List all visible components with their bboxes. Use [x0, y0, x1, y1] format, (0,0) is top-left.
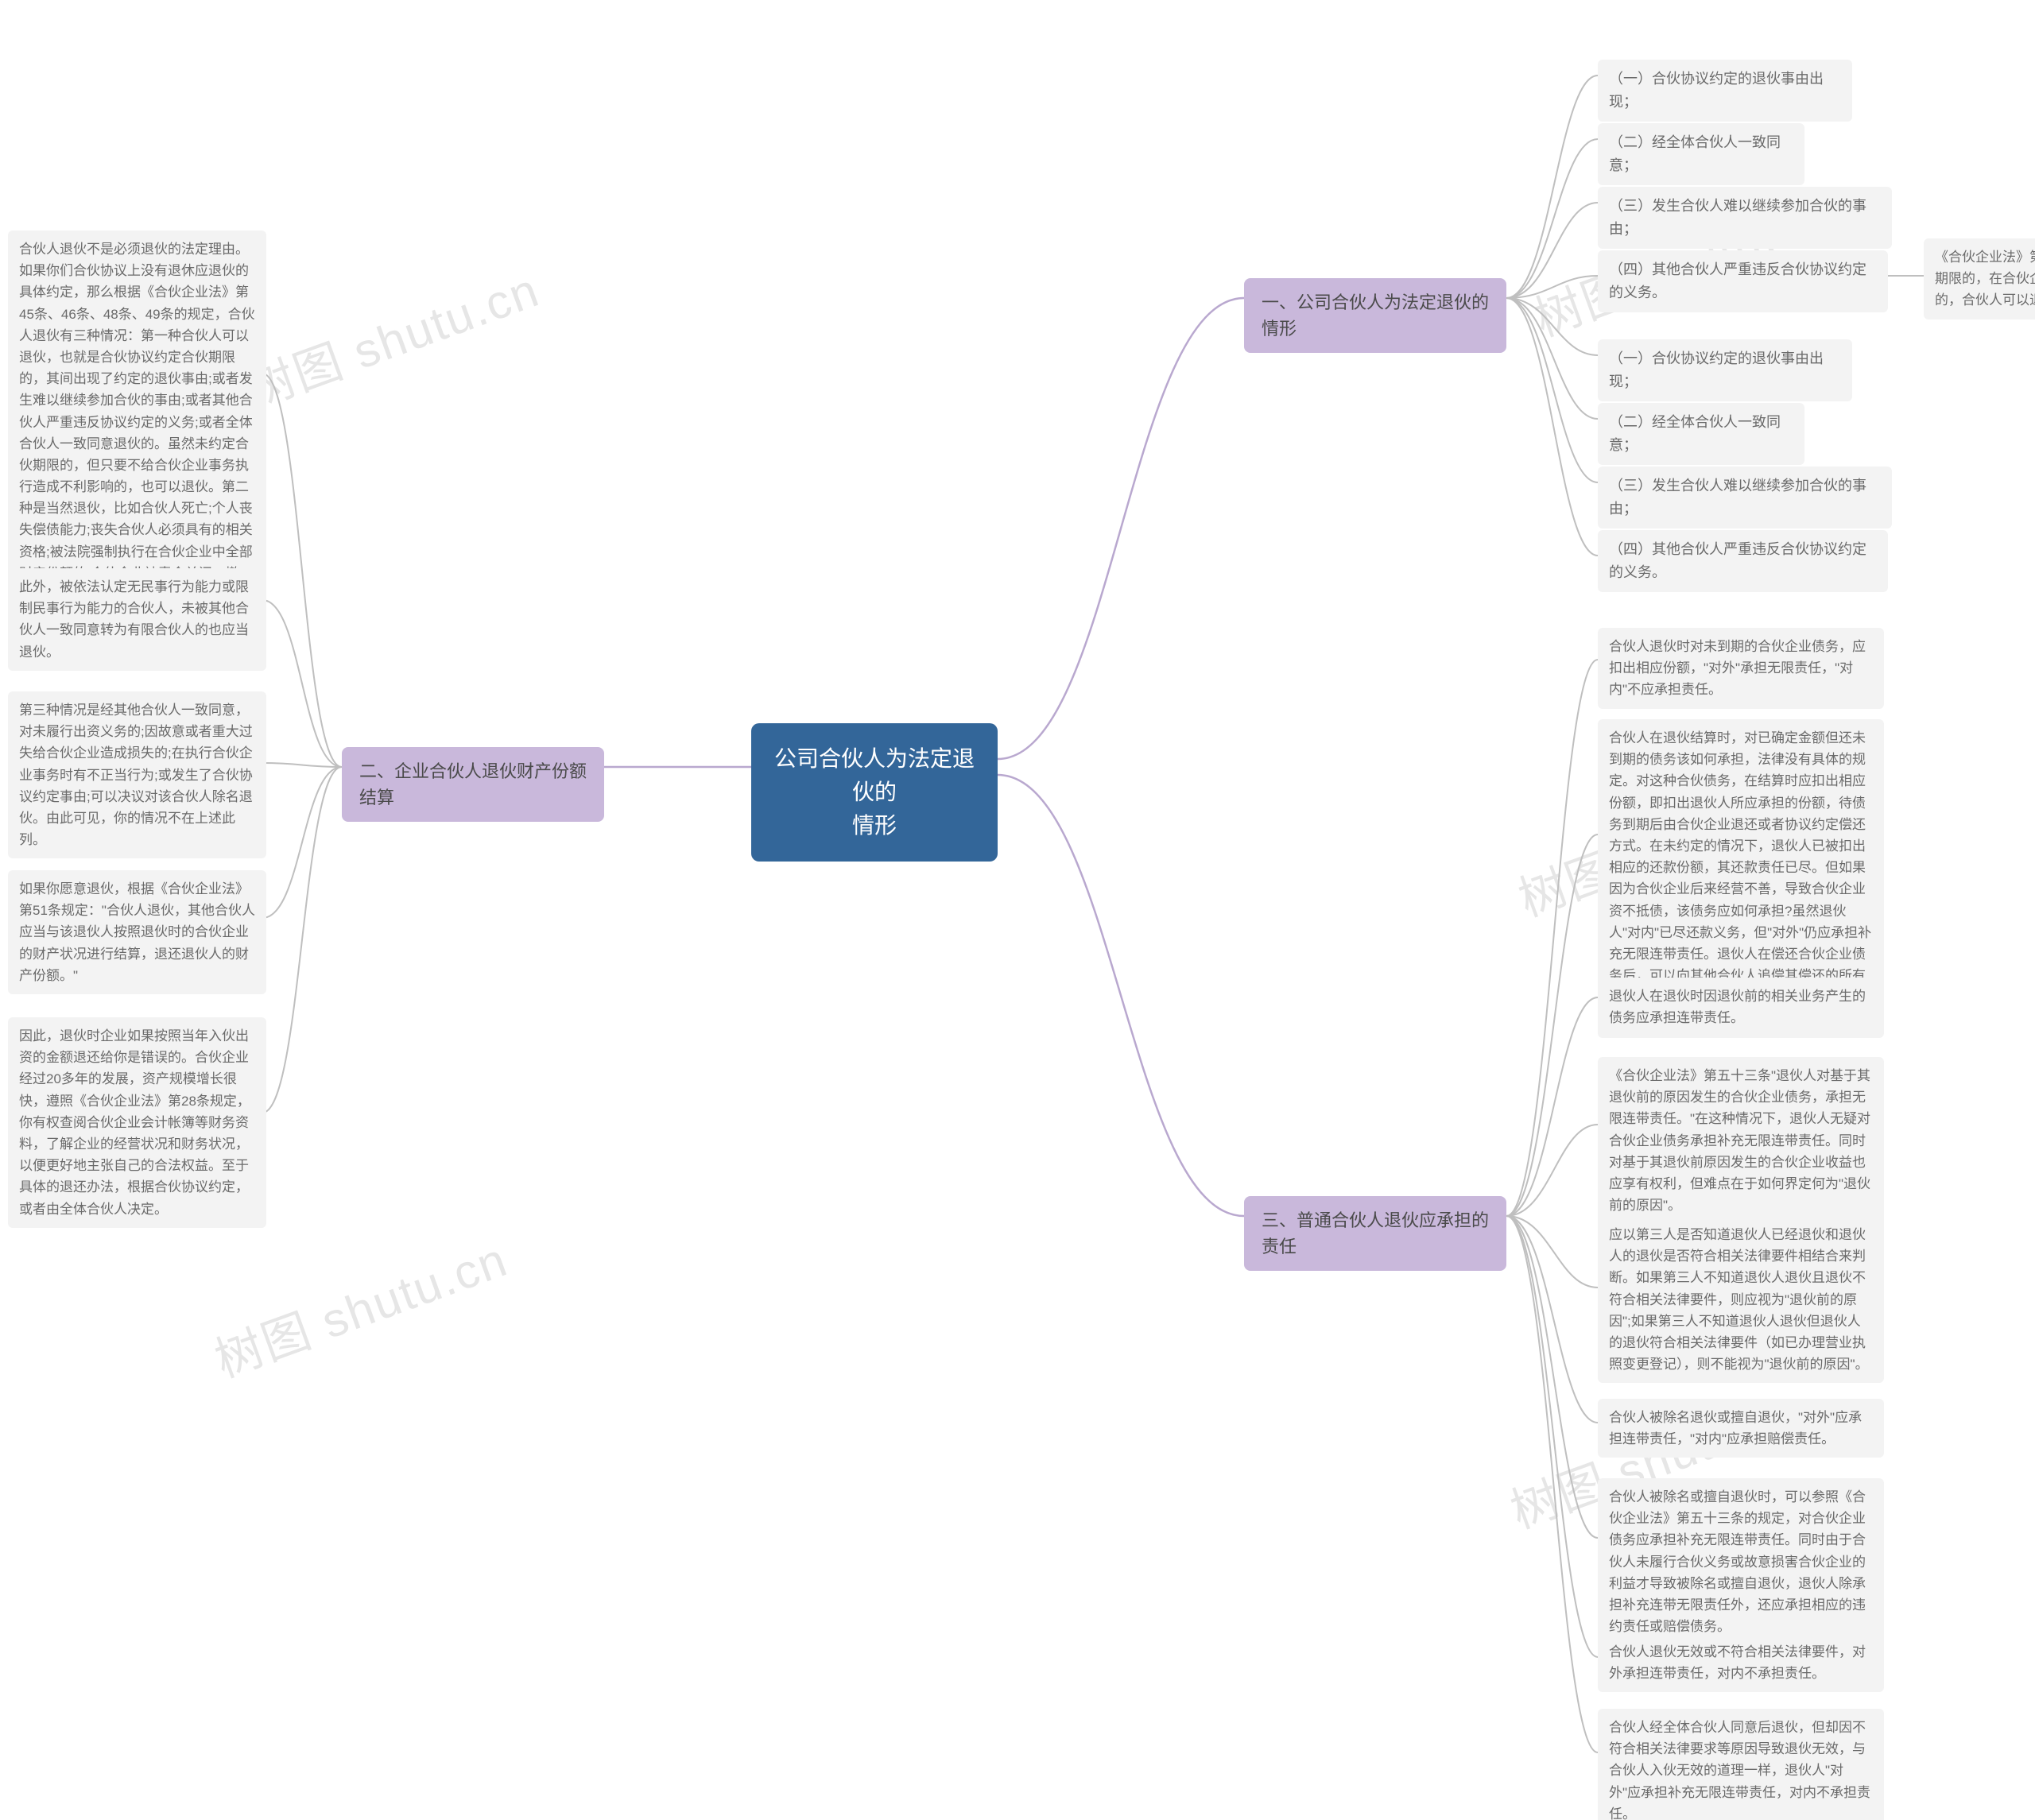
b3-leaf-1: 合伙人退伙时对未到期的合伙企业债务，应扣出相应份额，"对外"承担无限责任，"对内…: [1598, 628, 1884, 709]
branch-3: 三、普通合伙人退伙应承担的责任: [1244, 1196, 1506, 1271]
b1-leaf-1: （一）合伙协议约定的退伙事由出现；: [1598, 60, 1852, 122]
b1-leaf-5: （一）合伙协议约定的退伙事由出现；: [1598, 339, 1852, 401]
b2-leaf-5: 因此，退伙时企业如果按照当年入伙出资的金额退还给你是错误的。合伙企业经过20多年…: [8, 1017, 266, 1228]
b1-leaf-8: （四）其他合伙人严重违反合伙协议约定的义务。: [1598, 530, 1888, 592]
b2-leaf-3: 第三种情况是经其他合伙人一致同意，对未履行出资义务的;因故意或者重大过失给合伙企…: [8, 691, 266, 858]
watermark: 树图 shutu.cn: [236, 252, 548, 422]
branch-1: 一、公司合伙人为法定退伙的情形: [1244, 278, 1506, 353]
b3-leaf-4: 《合伙企业法》第五十三条"退伙人对基于其退伙前的原因发生的合伙企业债务，承担无限…: [1598, 1057, 1884, 1224]
b3-leaf-8: 合伙人退伙无效或不符合相关法律要件，对外承担连带责任，对内不承担责任。: [1598, 1633, 1884, 1692]
b1-leaf-6: （二）经全体合伙人一致同意；: [1598, 403, 1804, 465]
mindmap-canvas: 树图 shutu.cn 树图 shutu.cn 树图 shutu.cn 树图 s…: [0, 0, 2035, 1820]
branch-2: 二、企业合伙人退伙财产份额结算: [342, 747, 604, 822]
b3-leaf-9: 合伙人经全体合伙人同意后退伙，但却因不符合相关法律要求等原因导致退伙无效，与合伙…: [1598, 1709, 1884, 1820]
b2-leaf-4: 如果你愿意退伙，根据《合伙企业法》第51条规定："合伙人退伙，其他合伙人应当与该…: [8, 870, 266, 994]
root-node: 公司合伙人为法定退伙的 情形: [751, 723, 998, 862]
b3-leaf-6: 合伙人被除名退伙或擅自退伙，"对外"应承担连带责任，"对内"应承担赔偿责任。: [1598, 1399, 1884, 1458]
root-line2: 情形: [773, 809, 975, 842]
b1-leaf-4: （四）其他合伙人严重违反合伙协议约定的义务。: [1598, 250, 1888, 312]
b1-leaf-7: （三）发生合伙人难以继续参加合伙的事由；: [1598, 467, 1892, 529]
watermark: 树图 shutu.cn: [204, 1222, 516, 1392]
b3-leaf-7: 合伙人被除名或擅自退伙时，可以参照《合伙企业法》第五十三条的规定，对合伙企业债务…: [1598, 1478, 1884, 1645]
b1-leaf-3: （三）发生合伙人难以继续参加合伙的事由；: [1598, 187, 1892, 249]
b1-leaf-4-side: 《合伙企业法》第四十五条，合伙协议约定合伙期限的，在合伙企业存续期间，有下列情形…: [1924, 238, 2035, 319]
b3-leaf-5: 应以第三人是否知道退伙人已经退伙和退伙人的退伙是否符合相关法律要件相结合来判断。…: [1598, 1216, 1884, 1383]
b2-leaf-1: 合伙人退伙不是必须退伙的法定理由。如果你们合伙协议上没有退休应退伙的具体约定，那…: [8, 230, 266, 614]
b2-leaf-2: 此外，被依法认定无民事行为能力或限制民事行为能力的合伙人，未被其他合伙人一致同意…: [8, 568, 266, 671]
b1-leaf-2: （二）经全体合伙人一致同意；: [1598, 123, 1804, 185]
b3-leaf-3: 退伙人在退伙时因退伙前的相关业务产生的债务应承担连带责任。: [1598, 978, 1884, 1036]
root-line1: 公司合伙人为法定退伙的: [773, 742, 975, 809]
